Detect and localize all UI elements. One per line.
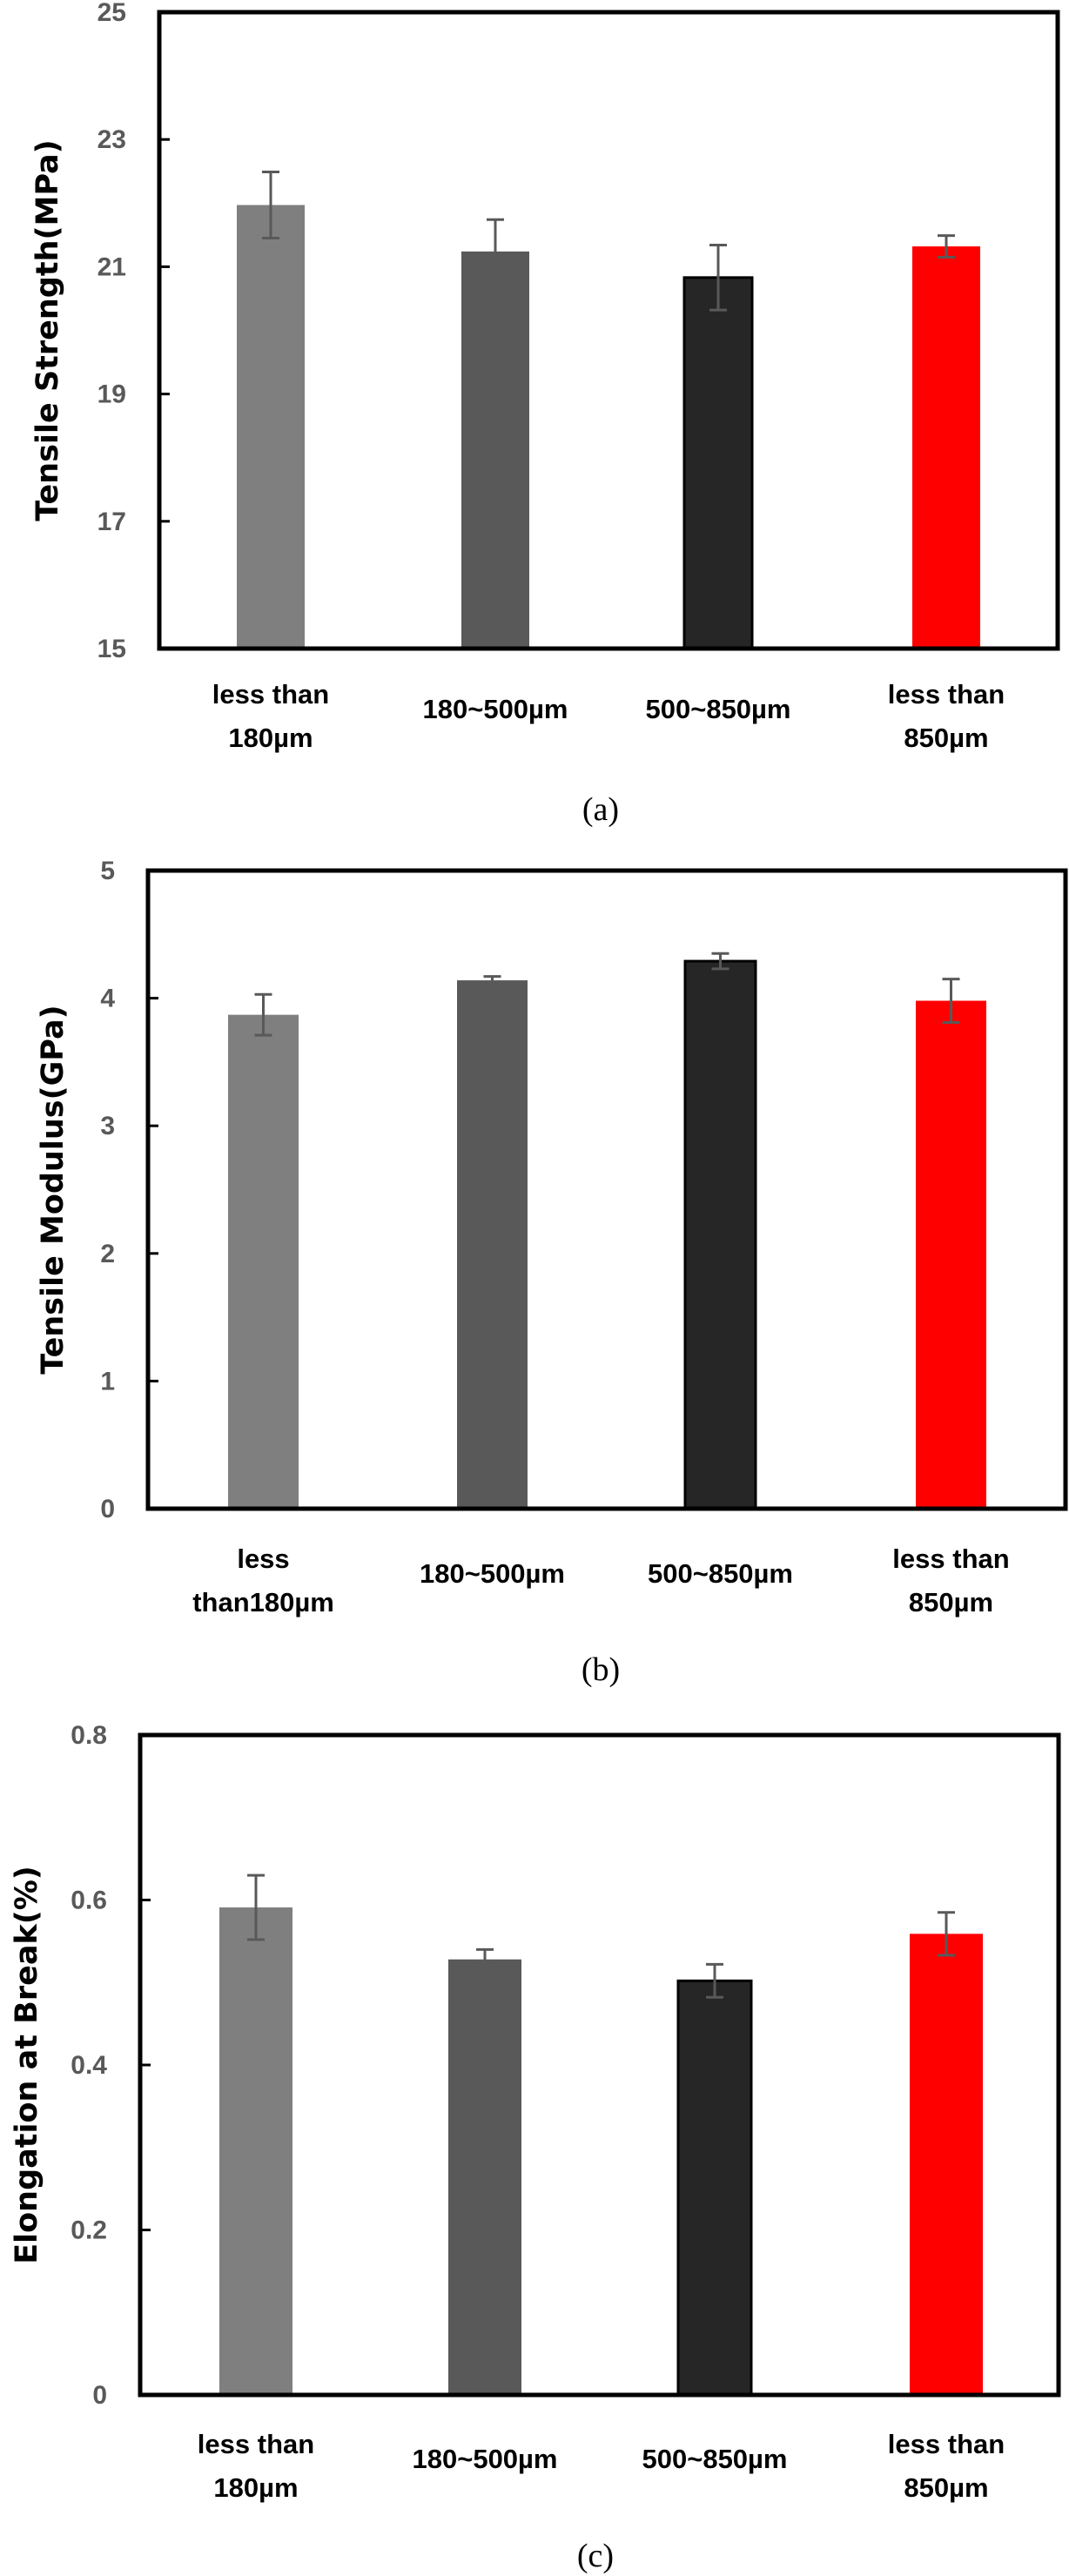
panel-caption: (c) [577,2538,614,2574]
y-tick-label: 19 [97,380,126,409]
y-tick-label: 5 [100,857,115,885]
y-tick-label: 0.4 [71,2051,107,2080]
x-category-label-line2: than180µm [192,1587,334,1618]
bar [682,276,754,650]
error-bar [483,975,501,985]
bar [910,1934,983,2395]
x-category-label-line1: less than [198,2429,314,2459]
y-tick-label: 3 [100,1112,115,1140]
bar [683,959,757,1510]
bar [676,1979,753,2397]
error-bar [487,218,504,285]
bar [912,246,980,649]
bar [228,1014,299,1509]
y-axis-title: Tensile Strength(MPa) [30,139,65,521]
x-category-label: 500~850µm [648,1558,793,1589]
y-tick-label: 1 [100,1367,115,1396]
y-axis-title: Elongation at Break(%) [10,1866,44,2264]
plot-frame [157,10,1060,651]
y-tick-label: 4 [100,985,115,1013]
x-category-label-line2: 850µm [904,723,988,753]
x-category-label-line2: 180µm [228,723,313,753]
x-category-label-line1: less than [888,679,1005,710]
error-bar [262,170,279,240]
x-category-label: 180~500µm [413,2444,558,2474]
error-bar [938,234,955,259]
y-tick-label: 23 [97,125,126,154]
x-category-label-line1: less than [888,2429,1005,2459]
error-bar [254,992,272,1037]
bar [457,980,528,1509]
error-bar [706,1962,723,1999]
y-tick-label: 2 [100,1240,115,1268]
y-tick-label: 0.2 [71,2216,107,2245]
x-category-label: 180~500µm [420,1558,565,1589]
chart-panel-c: 0 0.2 0.4 0.6 0.8 Elongation at Break(%) less … [10,1721,1061,2574]
y-tick-label: 0.6 [71,1887,107,1915]
error-bar [247,1873,265,1941]
chart-panel-a: 15 17 19 21 23 25 Tensile Strength(MPa) less th… [30,0,1060,828]
bar [237,205,305,649]
bar [219,1907,292,2395]
y-tick-label: 25 [97,0,126,27]
error-bar [476,1947,494,1971]
bar [916,1000,986,1509]
panel-caption: (a) [582,791,619,828]
x-category-label-line1: less than [212,679,329,710]
bar [461,251,529,649]
error-bar [711,952,729,971]
x-category-label: 500~850µm [642,2444,788,2474]
y-tick-label: 0 [92,2381,107,2410]
x-category-label-line2: 180µm [213,2472,298,2503]
y-tick-label: 21 [97,252,126,281]
x-category-label: 500~850µm [646,694,791,724]
x-category-label: 180~500µm [423,694,568,724]
y-tick-label: 0 [100,1495,115,1523]
x-category-label-line2: 850µm [909,1587,993,1618]
y-axis-title: Tensile Modulus(GPa) [36,1005,71,1374]
bar [448,1959,521,2395]
error-bar [942,978,960,1024]
error-bar [938,1911,955,1957]
chart-panel-b: 0 1 2 3 4 5 Tensile Modulus(GPa) less than180µm 1… [36,857,1068,1688]
plot-frame [145,868,1068,1511]
x-category-label-line1: less than [892,1544,1009,1574]
y-tick-label: 15 [97,635,126,663]
y-tick-label: 17 [97,508,126,536]
x-category-label-line2: 850µm [904,2472,988,2503]
x-category-label-line1: less [237,1544,289,1574]
panel-caption: (b) [582,1651,620,1688]
y-tick-label: 0.8 [71,1721,107,1750]
error-bar [709,244,727,312]
